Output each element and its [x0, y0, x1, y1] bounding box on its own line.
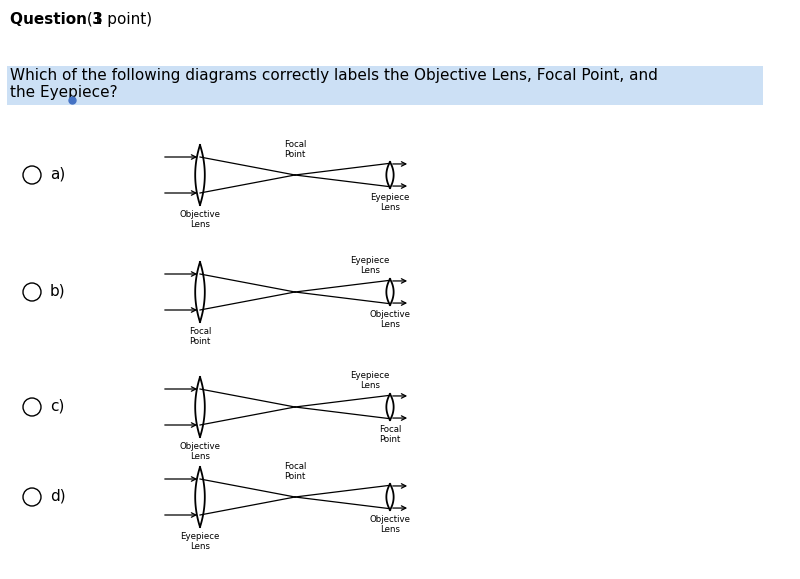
Text: Eyepiece
Lens: Eyepiece Lens [350, 255, 390, 275]
FancyBboxPatch shape [7, 66, 763, 105]
Text: (1 point): (1 point) [82, 12, 152, 27]
Text: Eyepiece
Lens: Eyepiece Lens [180, 532, 220, 551]
Text: Focal
Point: Focal Point [189, 327, 211, 346]
Text: the Eyepiece?: the Eyepiece? [10, 85, 118, 100]
Text: Objective
Lens: Objective Lens [179, 442, 221, 461]
Text: Eyepiece
Lens: Eyepiece Lens [350, 371, 390, 390]
Text: Focal
Point: Focal Point [379, 425, 401, 445]
Text: Question 3: Question 3 [10, 12, 103, 27]
Text: Eyepiece
Lens: Eyepiece Lens [370, 193, 410, 212]
Text: d): d) [50, 489, 66, 504]
Text: c): c) [50, 398, 64, 413]
Text: Objective
Lens: Objective Lens [370, 310, 410, 329]
Text: Focal
Point: Focal Point [284, 140, 306, 159]
Text: Objective
Lens: Objective Lens [370, 515, 410, 534]
Text: b): b) [50, 284, 66, 299]
Text: Objective
Lens: Objective Lens [179, 210, 221, 229]
Text: Focal
Point: Focal Point [284, 461, 306, 481]
Text: a): a) [50, 167, 66, 181]
Text: Which of the following diagrams correctly labels the Objective Lens, Focal Point: Which of the following diagrams correctl… [10, 68, 658, 83]
